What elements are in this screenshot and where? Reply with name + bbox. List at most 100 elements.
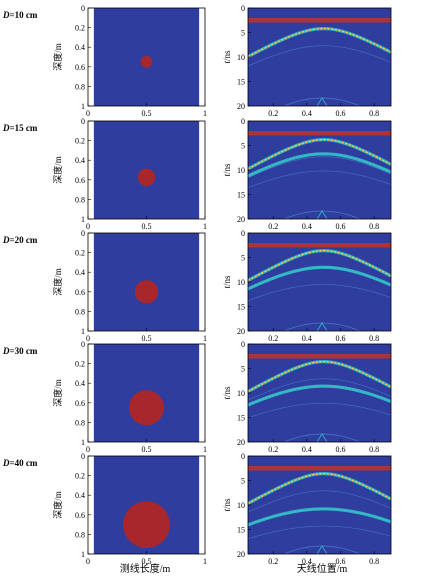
row-label: D=30 cm	[2, 346, 38, 356]
y-tick-label: 0.8	[75, 530, 85, 539]
y-tick-label: 0.8	[75, 195, 85, 204]
row-label: D=10 cm	[2, 10, 38, 20]
radargram-panel: 0 5 10 15 20 0.2 0.4 0.6 0.8 t/ns	[222, 340, 392, 454]
row-label: D=40 cm	[2, 458, 38, 468]
x-axis-label-right: 天线位置/m	[297, 562, 348, 575]
y-axis-label: 深度/m	[52, 268, 63, 296]
ghost-reflection	[248, 45, 391, 67]
buried-object	[134, 280, 159, 304]
y-tick-label: 15	[237, 78, 245, 87]
x-tick-label: 0.4	[302, 109, 312, 118]
y-tick-label: 5	[241, 142, 245, 151]
x-tick-label: 1	[203, 109, 207, 118]
radargram-panel: 0 5 10 15 20 0.2 0.4 0.6 0.8 t/ns	[222, 229, 392, 343]
y-tick-label: 0.2	[75, 249, 85, 258]
y-tick-label: 0.4	[75, 156, 85, 165]
late-artifact-peak	[316, 545, 328, 554]
y-tick-label: 20	[237, 102, 245, 111]
x-tick-label: 0	[86, 109, 90, 118]
x-tick-label: 0.5	[142, 445, 152, 454]
reflection-hyperbola-halo	[248, 507, 391, 527]
y-tick-label: 10	[237, 53, 245, 62]
ghost-reflection	[248, 378, 391, 401]
y-tick-label: 0.2	[75, 360, 85, 369]
y-tick-label: 0.2	[75, 24, 85, 33]
y-tick-label: 0	[241, 229, 245, 238]
buried-object	[140, 56, 153, 68]
x-tick-label: 0.6	[336, 557, 346, 566]
y-tick-label: 1	[81, 550, 85, 559]
buried-object	[123, 501, 170, 548]
ghost-reflection	[248, 156, 391, 179]
y-axis-label: t/ns	[222, 498, 232, 512]
radargram-background	[248, 456, 391, 554]
y-tick-label: 20	[237, 550, 245, 559]
x-tick-label: 0	[86, 334, 90, 343]
y-tick-label: 0.6	[75, 176, 85, 185]
x-tick-label: 0.8	[369, 445, 379, 454]
y-tick-label: 20	[237, 215, 245, 224]
y-tick-label: 15	[237, 191, 245, 200]
y-tick-label: 1	[81, 102, 85, 111]
y-tick-label: 0.4	[75, 491, 85, 500]
y-tick-label: 0.6	[75, 399, 85, 408]
y-tick-label: 15	[237, 414, 245, 423]
x-tick-label: 0.8	[369, 334, 379, 343]
direct-wave-band	[248, 243, 391, 248]
x-tick-label: 1	[203, 445, 207, 454]
direct-wave-band	[248, 354, 391, 359]
y-tick-label: 15	[237, 303, 245, 312]
late-artifact-peak	[316, 210, 328, 219]
radargram-content	[248, 131, 391, 219]
y-tick-label: 5	[241, 254, 245, 263]
x-tick-label: 0.4	[302, 445, 312, 454]
radargram-background	[248, 8, 391, 106]
y-tick-label: 0	[241, 4, 245, 13]
x-tick-label: 0.5	[142, 557, 152, 566]
y-tick-label: 0.8	[75, 82, 85, 91]
radargram-panel: 0 5 10 15 20 0.2 0.4 0.6 0.8 t/ns	[222, 452, 392, 566]
x-tick-label: 0.5	[142, 222, 152, 231]
y-tick-label: 20	[237, 327, 245, 336]
y-tick-label: 1	[81, 438, 85, 447]
ghost-reflection	[248, 402, 391, 419]
late-artifact-peak	[316, 322, 328, 331]
y-tick-label: 0.4	[75, 268, 85, 277]
y-tick-label: 0.4	[75, 43, 85, 52]
y-tick-label: 5	[241, 365, 245, 374]
y-tick-label: 0	[81, 117, 85, 126]
x-tick-label: 0.8	[369, 557, 379, 566]
y-tick-label: 0.6	[75, 288, 85, 297]
x-tick-label: 0	[86, 445, 90, 454]
y-tick-label: 1	[81, 215, 85, 224]
y-tick-label: 1	[81, 327, 85, 336]
x-axis-label-left: 测线长度/m	[120, 562, 171, 575]
x-tick-label: 0.6	[336, 334, 346, 343]
y-tick-label: 10	[237, 278, 245, 287]
model-panel: 00.20.40.60.810 0.5 1深度/m	[52, 117, 207, 231]
y-tick-label: 5	[241, 29, 245, 38]
y-tick-label: 0	[241, 452, 245, 461]
y-tick-label: 0.4	[75, 379, 85, 388]
x-tick-label: 0.6	[336, 109, 346, 118]
y-tick-label: 0.6	[75, 511, 85, 520]
x-tick-label: 0.2	[268, 334, 278, 343]
direct-wave-band	[248, 466, 391, 471]
radargram-background	[248, 233, 391, 331]
y-tick-label: 0.8	[75, 307, 85, 316]
y-tick-label: 0.2	[75, 137, 85, 146]
direct-wave-band	[248, 18, 391, 23]
x-tick-label: 1	[203, 334, 207, 343]
y-tick-label: 0.6	[75, 63, 85, 72]
y-tick-label: 10	[237, 501, 245, 510]
x-tick-label: 0.6	[336, 445, 346, 454]
buried-object	[137, 168, 156, 187]
reflection-hyperbola	[248, 27, 391, 58]
reflection-hyperbola	[248, 138, 391, 170]
model-panel: 00.20.40.60.810 0.5 1深度/m	[52, 340, 207, 454]
